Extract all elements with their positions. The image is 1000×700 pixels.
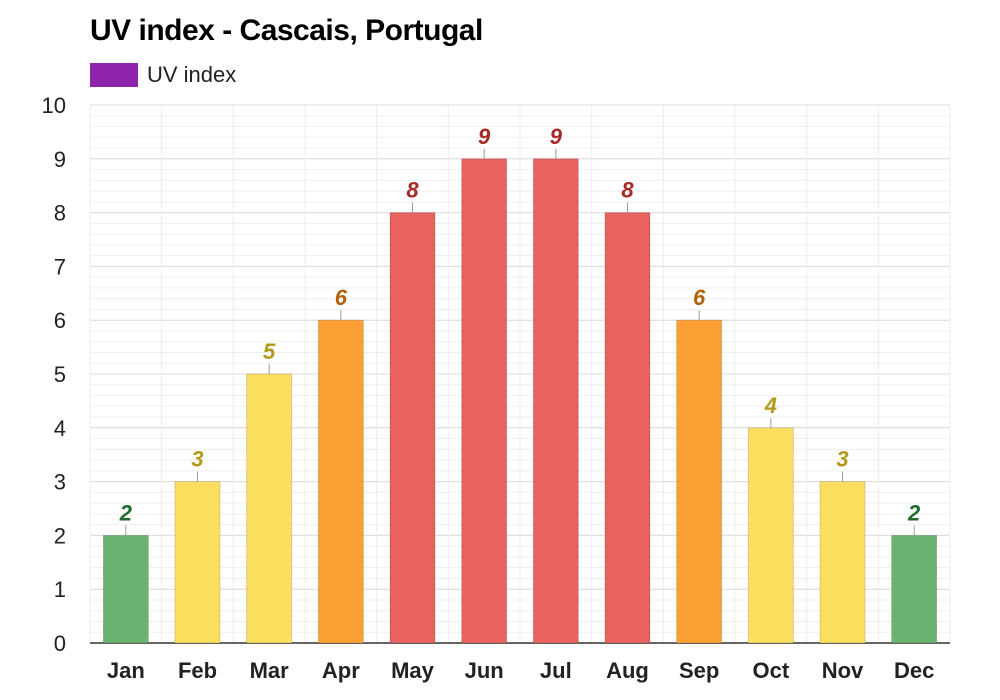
y-tick-label: 7 [54,254,66,279]
x-tick-label: Jul [540,658,572,683]
y-tick-label: 1 [54,577,66,602]
data-label: 5 [263,339,276,364]
x-tick-label: Jun [465,658,504,683]
x-tick-label: Feb [178,658,217,683]
legend-label: UV index [147,62,237,87]
bar-may [389,212,436,644]
data-label: 8 [406,178,419,203]
data-label: 6 [693,285,706,310]
bar-aug [604,212,651,644]
bar-oct [747,427,794,644]
x-tick-labels: Jan Feb Mar Apr May Jun Jul Aug Sep Oct Nov Dec [107,658,934,683]
x-tick-label: Dec [894,658,934,683]
data-label: 6 [335,285,348,310]
y-tick-label: 8 [54,201,66,226]
y-tick-label: 5 [54,362,66,387]
x-tick-label: Sep [679,658,719,683]
legend-swatch [90,63,138,87]
data-label: 9 [550,124,563,149]
x-tick-label: Oct [752,658,789,683]
bar-feb [174,481,221,644]
chart-title: UV index - Cascais, Portugal [90,14,483,47]
bars [102,158,938,644]
y-tick-label: 9 [54,147,66,172]
x-tick-label: Jan [107,658,145,683]
grid-lines [89,104,951,644]
data-label: 9 [478,124,491,149]
bar-sep [676,319,723,644]
y-tick-label: 3 [54,470,66,495]
data-label: 3 [836,447,848,472]
y-tick-label: 10 [42,93,66,118]
data-label: 2 [119,500,133,525]
y-tick-label: 6 [54,308,66,333]
y-tick-label: 0 [54,631,66,656]
data-labels: 2 3 5 6 8 9 9 8 6 4 3 2 [119,124,921,536]
x-tick-label: Mar [250,658,290,683]
x-tick-label: May [391,658,435,683]
y-tick-labels: 0 1 2 3 4 5 6 7 8 9 10 [42,93,66,656]
bar-jul [532,158,579,644]
x-tick-label: Aug [606,658,649,683]
bar-apr [317,319,364,644]
bar-mar [246,373,293,644]
bar-dec [891,534,938,644]
data-label: 4 [764,393,777,418]
data-label: 3 [191,447,203,472]
legend: UV index [90,62,236,88]
data-label: 2 [907,500,921,525]
y-tick-label: 2 [54,523,66,548]
bar-jan [102,534,149,644]
x-tick-label: Nov [822,658,864,683]
bar-jun [461,158,508,644]
bar-nov [819,481,866,644]
x-tick-label: Apr [322,658,360,683]
data-label: 8 [621,178,634,203]
y-tick-label: 4 [54,416,66,441]
